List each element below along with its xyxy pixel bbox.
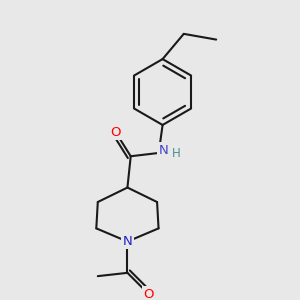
Text: N: N [159,143,168,157]
Text: O: O [111,126,121,139]
Text: H: H [172,147,181,161]
Text: N: N [123,235,132,248]
Text: O: O [144,288,154,300]
